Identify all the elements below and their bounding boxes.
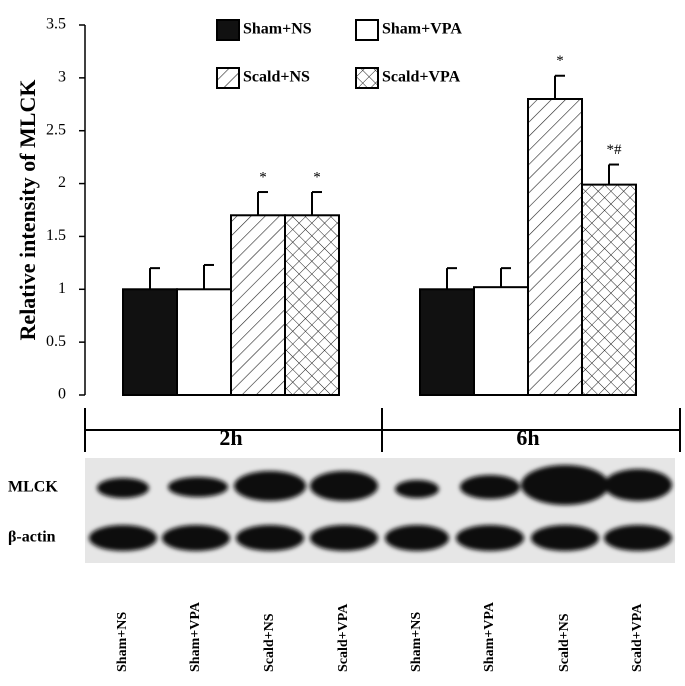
category-label: 6h [516, 425, 539, 450]
y-tick-label: 1 [58, 280, 66, 297]
lane-label: Sham+NS [115, 612, 130, 672]
legend-label: Sham+NS [243, 21, 312, 38]
lane-label: Sham+VPA [188, 601, 203, 672]
y-tick-label: 2.5 [46, 121, 66, 138]
y-tick-label: 3.5 [46, 16, 66, 33]
y-tick-label: 0 [58, 386, 66, 403]
lane-label: Scald+NS [557, 613, 572, 672]
legend-swatch [216, 67, 240, 89]
y-tick-label: 1.5 [46, 227, 66, 244]
legend-swatch [355, 19, 379, 41]
bar [473, 286, 529, 396]
y-tick-label: 0.5 [46, 333, 66, 350]
bar [176, 288, 232, 396]
y-tick-label: 2 [58, 174, 66, 191]
lane-label: Sham+NS [409, 612, 424, 672]
legend-swatch [216, 19, 240, 41]
legend-label: Scald+VPA [382, 69, 461, 86]
blot-row-label: β-actin [8, 529, 56, 546]
lane-label: Scald+NS [262, 613, 277, 672]
y-tick-label: 3 [58, 69, 66, 86]
significance-label: * [556, 53, 564, 69]
bar [122, 288, 178, 396]
category-label: 2h [219, 425, 242, 450]
time-bracket [84, 408, 681, 452]
legend-swatch [355, 67, 379, 89]
significance-label: *# [607, 142, 623, 158]
blot-row-label: MLCK [8, 479, 58, 496]
bar [230, 214, 286, 396]
significance-label: * [313, 169, 321, 185]
legend-label: Sham+VPA [382, 21, 462, 38]
bar [581, 183, 637, 396]
lane-label: Scald+VPA [630, 603, 645, 672]
y-axis-label: Relative intensity of MLCK [15, 80, 40, 341]
bar [527, 98, 583, 396]
lane-label: Scald+VPA [336, 603, 351, 672]
legend-label: Scald+NS [243, 69, 310, 86]
lane-label: Sham+VPA [482, 601, 497, 672]
significance-label: * [259, 169, 267, 185]
bar [284, 214, 340, 396]
blot-bands [89, 465, 672, 551]
bar [419, 288, 475, 396]
